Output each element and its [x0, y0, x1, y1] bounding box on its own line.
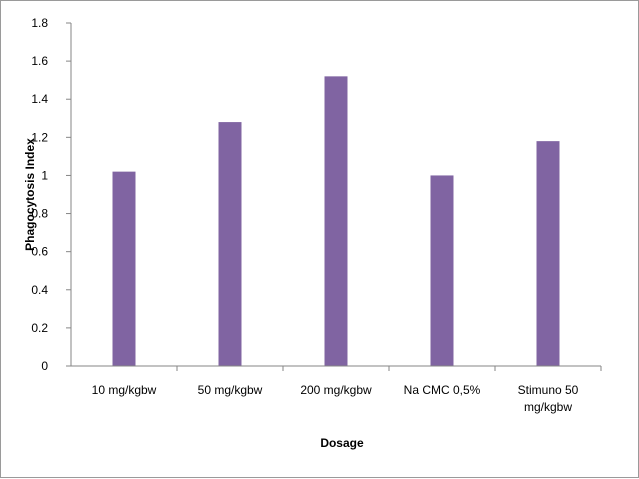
x-tick-label: mg/kgbw — [524, 400, 572, 414]
x-tick-label: Na CMC 0,5% — [404, 383, 481, 397]
x-tick-label: Stimuno 50 — [518, 383, 579, 397]
y-tick-label: 1.2 — [31, 130, 48, 144]
y-tick-label: 0.4 — [31, 283, 48, 297]
y-tick-label: 1.8 — [31, 16, 48, 30]
x-tick-label: 50 mg/kgbw — [198, 383, 263, 397]
y-tick-label: 0.8 — [31, 207, 48, 221]
y-tick-label: 0.2 — [31, 321, 48, 335]
y-tick-label: 1.6 — [31, 54, 48, 68]
bars — [112, 76, 560, 366]
x-axis-tick-labels: 10 mg/kgbw 50 mg/kgbw 200 mg/kgbw Na CMC 0,… — [92, 366, 602, 414]
bar — [430, 175, 454, 366]
bar — [324, 76, 348, 366]
y-axis-title: Phagocytosis Index — [23, 138, 37, 251]
y-axis-ticks: 0 0.2 0.4 0.6 0.8 1 1.2 1.4 1.6 1.8 — [31, 16, 71, 373]
y-tick-label: 0 — [41, 359, 48, 373]
bar — [218, 122, 242, 366]
x-axis-title: Dosage — [320, 436, 364, 450]
bar — [536, 141, 560, 366]
y-tick-label: 0.6 — [31, 245, 48, 259]
x-tick-label: 200 mg/kgbw — [300, 383, 372, 397]
y-tick-label: 1 — [41, 168, 48, 182]
y-tick-label: 1.4 — [31, 92, 48, 106]
x-tick-label: 10 mg/kgbw — [92, 383, 157, 397]
bar — [112, 171, 136, 366]
